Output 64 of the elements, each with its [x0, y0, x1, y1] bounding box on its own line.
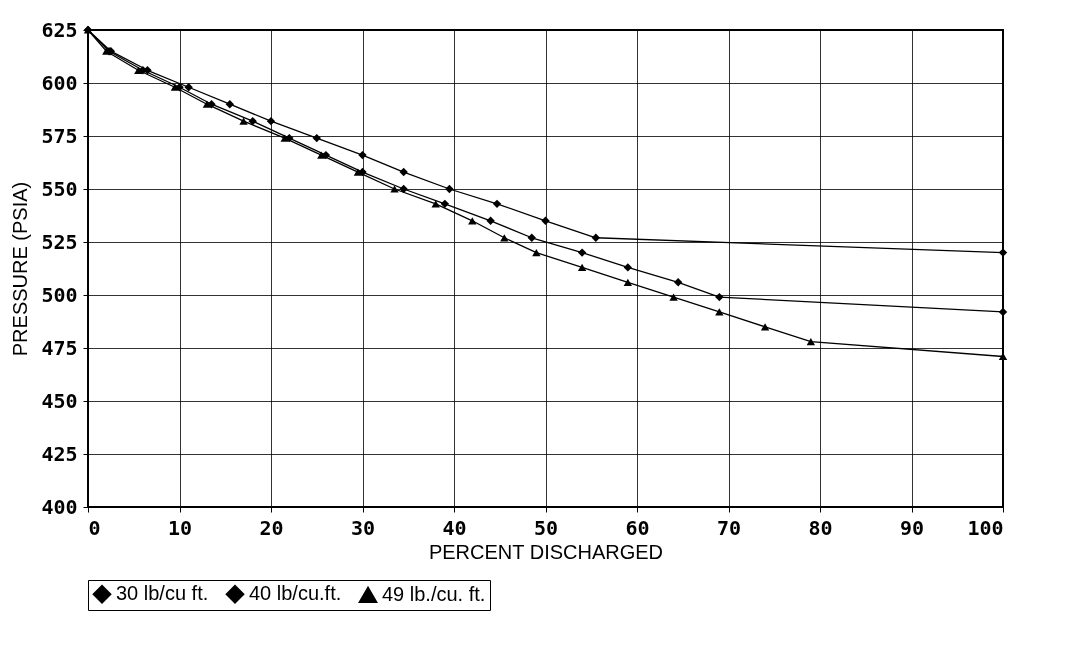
point: [239, 117, 248, 125]
y-tick-label: 550: [41, 176, 78, 201]
x-tick-label: 0: [88, 515, 101, 540]
y-tick-label: 625: [41, 17, 78, 42]
point: [440, 199, 450, 209]
y-tick-label: 575: [41, 123, 78, 148]
point: [806, 338, 816, 346]
x-tick-label: 20: [259, 515, 284, 540]
point: [170, 83, 180, 91]
point: [312, 133, 321, 143]
point: [321, 150, 331, 160]
point: [998, 248, 1008, 257]
y-tick-label: 525: [41, 229, 78, 254]
point: [317, 151, 326, 159]
point: [500, 234, 509, 242]
point: [577, 263, 587, 272]
point: [591, 233, 601, 242]
point: [623, 278, 633, 286]
point: [266, 116, 276, 126]
legend-label: 30 lb/cu ft.: [116, 582, 209, 605]
y-tick-label: 425: [41, 441, 78, 466]
point: [577, 248, 587, 257]
point: [399, 167, 408, 177]
point: [390, 185, 399, 193]
point: [225, 100, 235, 109]
point: [541, 216, 550, 225]
point: [202, 100, 212, 108]
legend-label: 40 lb/cu.ft.: [249, 582, 342, 605]
y-axis-title: PRESSURE (PSIA): [9, 181, 32, 357]
x-tick-label: 100: [967, 515, 1004, 540]
point: [184, 83, 193, 92]
x-tick-label: 60: [625, 515, 650, 540]
x-axis-title: PERCENT DISCHARGED: [428, 540, 664, 563]
point: [358, 150, 367, 160]
y-tick-label: 600: [41, 70, 78, 95]
point: [399, 184, 408, 194]
legend-label: 49 lb./cu. ft.: [382, 582, 486, 605]
x-tick-label: 70: [716, 515, 742, 540]
y-tick-label: 400: [41, 494, 78, 519]
y-tick-label: 450: [41, 388, 78, 413]
point: [492, 199, 502, 209]
point: [715, 292, 724, 302]
y-tick-label: 500: [41, 282, 78, 307]
point: [445, 184, 454, 194]
point: [715, 308, 724, 316]
point: [998, 307, 1008, 317]
point: [486, 216, 495, 225]
point: [280, 134, 289, 142]
point: [248, 116, 257, 126]
point: [134, 66, 143, 74]
x-tick-label: 30: [350, 515, 376, 540]
x-tick-label: 40: [442, 515, 467, 540]
x-tick-label: 50: [533, 515, 559, 540]
point: [623, 263, 633, 272]
x-tick-label: 80: [808, 515, 833, 540]
x-tick-label: 10: [167, 515, 193, 540]
point: [532, 248, 541, 257]
point: [760, 323, 770, 331]
x-tick-label: 90: [899, 515, 925, 540]
y-tick-label: 475: [41, 335, 78, 360]
point: [673, 278, 683, 287]
point: [527, 233, 536, 242]
point: [669, 293, 678, 301]
point: [353, 168, 363, 176]
